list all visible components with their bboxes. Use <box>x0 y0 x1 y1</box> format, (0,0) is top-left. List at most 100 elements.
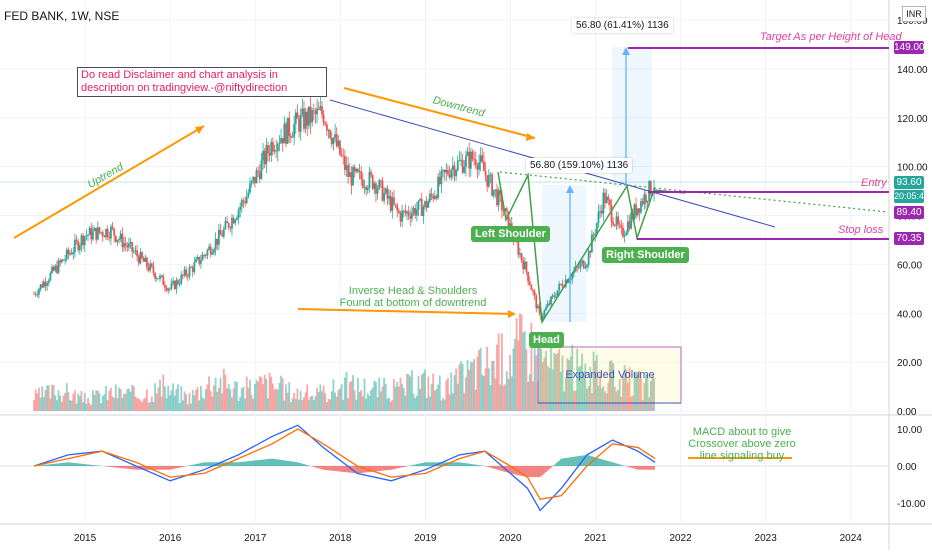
candle-body <box>475 159 477 165</box>
macd-histogram-bar <box>323 466 325 470</box>
currency-badge[interactable]: INR <box>902 6 926 22</box>
candle-body <box>41 284 43 287</box>
candle-body <box>169 289 171 290</box>
candle-body <box>611 205 613 222</box>
candle-body <box>319 106 321 109</box>
candle-body <box>229 228 231 229</box>
macd-histogram-bar <box>342 466 344 472</box>
candle-body <box>128 243 130 247</box>
volume-bar <box>56 400 58 411</box>
macd-histogram-bar <box>241 462 243 466</box>
macd-histogram-bar <box>326 466 328 470</box>
macd-histogram-bar <box>529 466 531 477</box>
candle-body <box>333 138 335 144</box>
volume-bar <box>535 355 537 411</box>
candle-body <box>408 212 410 216</box>
volume-bar <box>522 332 524 411</box>
macd-histogram-bar <box>431 462 433 466</box>
macd-histogram-bar <box>468 464 470 466</box>
candle-body <box>179 284 181 285</box>
candle-body <box>246 197 248 203</box>
volume-bar <box>334 393 336 411</box>
candle-body <box>378 180 380 188</box>
macd-histogram-bar <box>337 466 339 471</box>
candle-body <box>193 262 195 272</box>
macd-histogram-bar <box>89 465 91 466</box>
volume-bar <box>236 382 238 411</box>
macd-histogram-bar <box>247 461 249 466</box>
price-tick-label: 140.00 <box>897 65 928 76</box>
volume-bar <box>367 393 369 411</box>
candle-body <box>463 167 465 173</box>
volume-bar <box>494 378 496 411</box>
volume-bar <box>243 387 245 411</box>
candle-body <box>33 294 35 295</box>
macd-histogram-bar <box>622 465 624 466</box>
macd-histogram-bar <box>627 466 629 467</box>
candle-body <box>174 281 176 289</box>
candle-body <box>315 111 317 114</box>
volume-bar <box>251 395 253 411</box>
candle-body <box>67 250 69 255</box>
macd-histogram-bar <box>108 466 110 467</box>
volume-bar <box>481 375 483 411</box>
macd-histogram-bar <box>180 466 182 467</box>
macd-histogram-bar <box>61 463 63 466</box>
macd-histogram-bar <box>262 460 264 466</box>
macd-histogram-bar <box>560 459 562 466</box>
volume-bar <box>38 388 40 411</box>
volume-bar <box>228 384 230 411</box>
candle-body <box>537 306 539 309</box>
macd-histogram-bar <box>43 465 45 466</box>
macd-histogram-bar <box>429 462 431 466</box>
candle-body <box>156 278 158 279</box>
candle-body <box>424 201 426 207</box>
volume-bar <box>283 400 285 411</box>
candle-body <box>185 269 187 275</box>
volume-bar <box>81 391 83 411</box>
macd-histogram-bar <box>606 461 608 466</box>
candle-body <box>81 236 83 246</box>
candle-body <box>328 130 330 131</box>
volume-bar <box>401 384 403 411</box>
macd-histogram-bar <box>280 460 282 466</box>
candle-body <box>159 276 161 279</box>
candle-body <box>619 224 621 225</box>
candle-body <box>409 216 411 219</box>
candle-body <box>421 199 423 216</box>
candle-body <box>54 266 56 271</box>
candle-body <box>331 138 333 144</box>
candle-body <box>629 221 631 228</box>
macd-histogram-bar <box>652 466 654 470</box>
macd-histogram-bar <box>599 459 601 466</box>
macd-histogram-bar <box>566 458 568 466</box>
candle-body <box>344 156 346 170</box>
macd-histogram-bar <box>190 465 192 466</box>
volume-bar <box>254 384 256 411</box>
volume-bar <box>180 386 182 411</box>
candle-body <box>138 256 140 263</box>
candle-body <box>532 290 534 291</box>
volume-bar <box>395 387 397 411</box>
volume-bar <box>377 397 379 411</box>
volume-bar <box>226 388 228 411</box>
volume-bar <box>184 391 186 411</box>
volume-bar <box>455 369 457 411</box>
candle-body <box>491 174 493 195</box>
candle-body <box>66 250 68 259</box>
volume-bar <box>164 386 166 411</box>
candle-body <box>414 208 416 216</box>
candle-body <box>239 207 241 210</box>
volume-bar <box>297 389 299 411</box>
candle-body <box>283 124 285 144</box>
macd-histogram-bar <box>393 466 395 469</box>
candle-body <box>43 282 45 288</box>
macd-histogram-bar <box>51 464 53 466</box>
macd-histogram-bar <box>175 466 177 468</box>
volume-bar <box>300 391 302 411</box>
volume-bar <box>331 391 333 411</box>
macd-histogram-bar <box>198 463 200 466</box>
volume-bar <box>53 385 55 411</box>
volume-bar <box>231 398 233 411</box>
